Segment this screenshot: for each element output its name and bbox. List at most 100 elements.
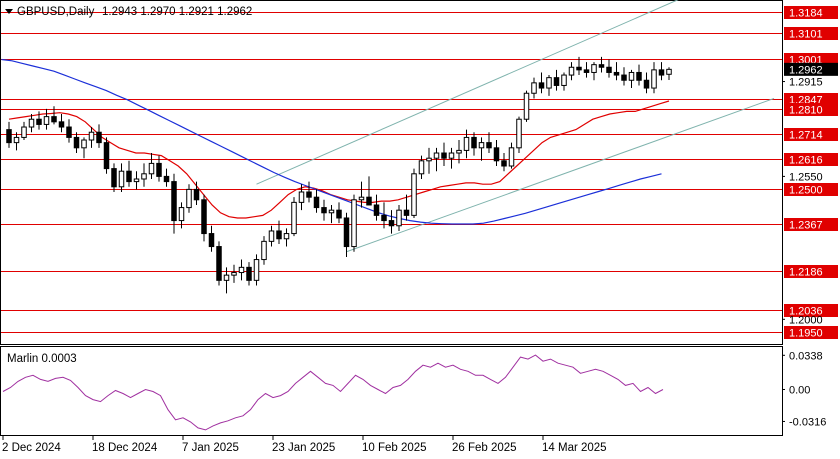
candle-body xyxy=(253,259,260,281)
candle-body xyxy=(178,207,185,222)
candle-body xyxy=(486,142,492,149)
candle xyxy=(636,64,642,86)
candle xyxy=(276,220,282,244)
candle xyxy=(253,254,260,286)
time-label: 23 Jan 2025 xyxy=(272,442,335,454)
candle xyxy=(96,124,102,148)
candle xyxy=(433,147,440,172)
candle-body xyxy=(28,118,35,128)
candle xyxy=(201,194,207,242)
level-badge xyxy=(784,265,838,278)
candle-body xyxy=(568,66,575,76)
candle-body xyxy=(538,82,545,89)
oscillator-line xyxy=(2,354,664,431)
candle xyxy=(343,212,350,257)
candle-body xyxy=(448,152,455,159)
candle-body xyxy=(658,69,665,76)
candle xyxy=(171,173,177,234)
candle xyxy=(463,129,470,159)
candle-body xyxy=(516,118,522,149)
time-label: 18 Dec 2024 xyxy=(92,442,158,454)
candle-body xyxy=(576,66,582,71)
candle-body xyxy=(21,126,27,138)
candle-body xyxy=(358,196,365,201)
candle-body xyxy=(606,66,612,73)
candle xyxy=(366,176,372,206)
candle-body xyxy=(58,121,65,128)
oscillator-series xyxy=(2,354,664,431)
candle-body xyxy=(351,199,357,248)
level-label: 1.2810 xyxy=(789,105,823,117)
candle-body xyxy=(276,230,282,240)
candle-body xyxy=(441,152,447,159)
candle xyxy=(231,264,237,283)
level-badge xyxy=(784,153,838,166)
candle xyxy=(591,62,597,81)
candle xyxy=(546,75,552,96)
price-grid-label: 1.2550 xyxy=(789,171,823,183)
candle-body xyxy=(598,64,605,68)
candle xyxy=(163,168,170,187)
level-label: 1.3184 xyxy=(789,8,823,20)
candle xyxy=(156,155,162,182)
candle xyxy=(448,147,455,169)
dropdown-triangle-icon[interactable] xyxy=(5,9,13,14)
candle xyxy=(126,160,132,187)
candle xyxy=(306,181,312,203)
candle-body xyxy=(366,196,372,206)
candle-body xyxy=(546,77,552,89)
symbol-label: GBPUSD,Daily xyxy=(17,6,95,18)
candle xyxy=(178,202,185,229)
fast-moving-average xyxy=(8,100,670,219)
trend-channel[interactable] xyxy=(256,0,775,253)
candle-body xyxy=(508,147,515,167)
candle xyxy=(283,228,290,247)
slow-moving-average xyxy=(1,58,662,225)
candle xyxy=(508,142,515,169)
candle-body xyxy=(531,82,537,94)
candle xyxy=(51,106,57,125)
level-badge xyxy=(784,27,838,40)
level-label: 1.3101 xyxy=(789,29,823,41)
candle xyxy=(6,121,12,148)
candle-body xyxy=(208,233,215,248)
candle-body xyxy=(321,207,327,214)
channel-lower-line xyxy=(346,97,775,253)
candle xyxy=(441,142,447,167)
level-label: 1.2616 xyxy=(789,155,823,167)
candle xyxy=(658,62,665,81)
candle-body xyxy=(163,175,170,183)
level-label: 1.2500 xyxy=(789,185,823,197)
candle xyxy=(216,241,222,286)
candle-body xyxy=(411,173,417,216)
candle xyxy=(148,153,155,179)
candle xyxy=(418,155,425,179)
candle xyxy=(28,114,35,133)
candle xyxy=(298,184,305,211)
candle-body xyxy=(456,149,462,154)
candle-body xyxy=(336,209,342,219)
candle-body xyxy=(73,136,80,149)
candle-body xyxy=(553,77,560,86)
level-label: 1.2036 xyxy=(789,306,823,318)
candle xyxy=(568,62,575,81)
candle-body xyxy=(396,209,402,227)
candle-body xyxy=(261,240,267,261)
candle-body xyxy=(81,139,87,149)
candle-body xyxy=(201,199,207,235)
level-label: 1.2714 xyxy=(789,130,823,142)
candle-body xyxy=(471,136,477,149)
channel-upper-line xyxy=(256,0,679,185)
candle-body xyxy=(186,188,192,209)
candle xyxy=(613,62,620,81)
candle-body xyxy=(561,74,567,86)
candle xyxy=(321,199,327,221)
level-badge xyxy=(784,326,838,339)
candle-body xyxy=(291,201,297,235)
candle xyxy=(403,194,410,221)
level-label: 1.2367 xyxy=(789,220,823,232)
candle-body xyxy=(381,214,387,222)
main-pane-frame xyxy=(0,0,783,345)
